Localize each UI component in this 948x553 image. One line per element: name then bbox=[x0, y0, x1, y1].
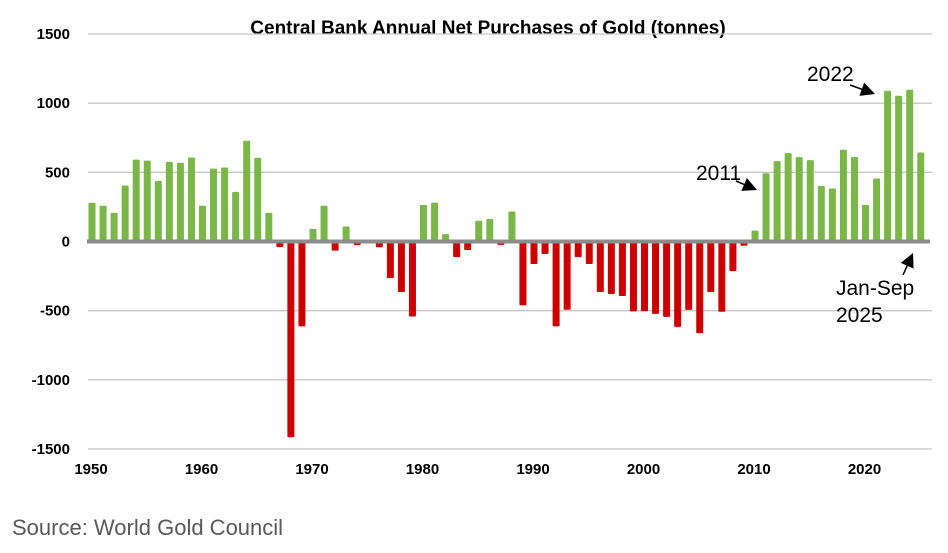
bar-2020 bbox=[862, 204, 869, 242]
bar-1953 bbox=[121, 185, 129, 242]
bar-1986 bbox=[486, 218, 494, 242]
bar-1960 bbox=[199, 205, 206, 242]
bar-1994 bbox=[574, 241, 582, 258]
annotation-2011: 2011 bbox=[696, 162, 741, 185]
bar-1973 bbox=[342, 226, 350, 242]
bar-1984 bbox=[464, 241, 472, 251]
bar-2005 bbox=[696, 241, 704, 334]
bar-2016 bbox=[817, 185, 825, 242]
bar-1964 bbox=[243, 140, 251, 242]
bar-2015 bbox=[806, 160, 814, 242]
bar-2003 bbox=[674, 241, 682, 327]
bar-1978 bbox=[397, 241, 405, 293]
bar-1956 bbox=[154, 180, 162, 242]
bar-2001 bbox=[652, 241, 660, 314]
arrow-2022-icon bbox=[849, 82, 875, 96]
bar-2017 bbox=[828, 188, 836, 242]
bar-1955 bbox=[143, 160, 151, 242]
bar-1963 bbox=[232, 191, 240, 242]
x-tick-label: 1970 bbox=[295, 461, 328, 478]
bar-1980 bbox=[420, 204, 427, 242]
y-tick-label: 0 bbox=[62, 234, 70, 251]
bar-1995 bbox=[585, 241, 593, 265]
bar-2007 bbox=[718, 241, 726, 312]
bar-1992 bbox=[552, 241, 560, 327]
bar-2014 bbox=[795, 157, 803, 242]
bar-1997 bbox=[607, 241, 615, 295]
bar-2011 bbox=[762, 173, 770, 242]
annotation-2025: 2025 bbox=[836, 304, 883, 327]
bar-1954 bbox=[132, 159, 140, 242]
annotations: 2011 2022 Jan-Sep 2025 bbox=[696, 63, 914, 327]
annotation-jan-sep: Jan-Sep bbox=[836, 277, 914, 300]
bar-1950 bbox=[88, 202, 96, 242]
bar-1970 bbox=[309, 229, 317, 242]
x-tick-label: 1990 bbox=[516, 461, 549, 478]
bar-1979 bbox=[408, 241, 416, 317]
y-tick-label: -500 bbox=[40, 303, 70, 320]
arrow-2011-icon bbox=[735, 178, 757, 191]
x-tick-label: 2000 bbox=[627, 461, 660, 478]
bar-1968 bbox=[287, 241, 295, 438]
bar-2004 bbox=[685, 241, 693, 310]
bar-1990 bbox=[530, 241, 538, 265]
x-axis-ticks: 1950 1960 1970 1980 1990 2000 2010 2020 bbox=[74, 461, 881, 478]
bar-1983 bbox=[453, 241, 461, 258]
bar-1996 bbox=[596, 241, 604, 293]
annotation-2022: 2022 bbox=[807, 63, 854, 86]
bar-2022 bbox=[884, 90, 892, 242]
bar-1998 bbox=[618, 241, 626, 297]
bar-1985 bbox=[475, 220, 483, 242]
y-tick-label: -1000 bbox=[32, 372, 70, 389]
bar-2024 bbox=[906, 89, 914, 242]
bar-1969 bbox=[298, 241, 306, 327]
arrow-2025-icon bbox=[900, 253, 914, 276]
source-note: Source: World Gold Council bbox=[12, 515, 284, 540]
bar-1965 bbox=[254, 157, 262, 242]
bar-1961 bbox=[210, 168, 218, 242]
bar-2012 bbox=[773, 161, 781, 242]
bar-2025 bbox=[917, 152, 925, 242]
bar-1952 bbox=[110, 212, 118, 242]
bar-2018 bbox=[839, 149, 847, 242]
bar-2023 bbox=[895, 95, 903, 242]
x-tick-label: 1960 bbox=[185, 461, 218, 478]
bar-2013 bbox=[784, 153, 792, 242]
bar-1971 bbox=[320, 205, 328, 242]
bar-1989 bbox=[519, 241, 527, 306]
bar-1977 bbox=[386, 241, 394, 279]
bar-2019 bbox=[850, 156, 858, 242]
bar-1951 bbox=[99, 205, 107, 242]
bar-chart: Central Bank Annual Net Purchases of Gol… bbox=[32, 18, 932, 478]
bar-2008 bbox=[729, 241, 737, 272]
bar-1999 bbox=[629, 241, 637, 312]
bar-1972 bbox=[331, 241, 339, 251]
bar-1991 bbox=[541, 241, 549, 254]
x-tick-label: 1950 bbox=[74, 461, 107, 478]
bar-1962 bbox=[221, 167, 229, 242]
x-tick-label: 2010 bbox=[737, 461, 770, 478]
y-tick-label: 500 bbox=[45, 164, 70, 181]
bar-1988 bbox=[508, 211, 516, 242]
x-tick-label: 1980 bbox=[406, 461, 439, 478]
bar-2010 bbox=[751, 230, 759, 242]
bar-2000 bbox=[641, 241, 648, 312]
bar-2021 bbox=[873, 178, 881, 242]
bar-1959 bbox=[187, 157, 195, 242]
bar-1966 bbox=[265, 212, 273, 242]
bar-1993 bbox=[563, 241, 571, 310]
bar-1957 bbox=[165, 161, 173, 242]
x-tick-label: 2020 bbox=[848, 461, 881, 478]
bars bbox=[88, 89, 925, 438]
y-tick-label: 1000 bbox=[37, 95, 70, 112]
y-axis-ticks: 1500 1000 500 0 -500 -1000 -1500 bbox=[32, 26, 70, 458]
y-tick-label: -1500 bbox=[32, 441, 70, 458]
y-tick-label: 1500 bbox=[37, 26, 70, 43]
gridlines bbox=[88, 33, 932, 450]
bar-2006 bbox=[707, 241, 715, 293]
bar-1958 bbox=[176, 162, 184, 242]
chart-title: Central Bank Annual Net Purchases of Gol… bbox=[250, 18, 725, 39]
bar-2002 bbox=[663, 241, 671, 317]
bar-1981 bbox=[431, 202, 439, 242]
